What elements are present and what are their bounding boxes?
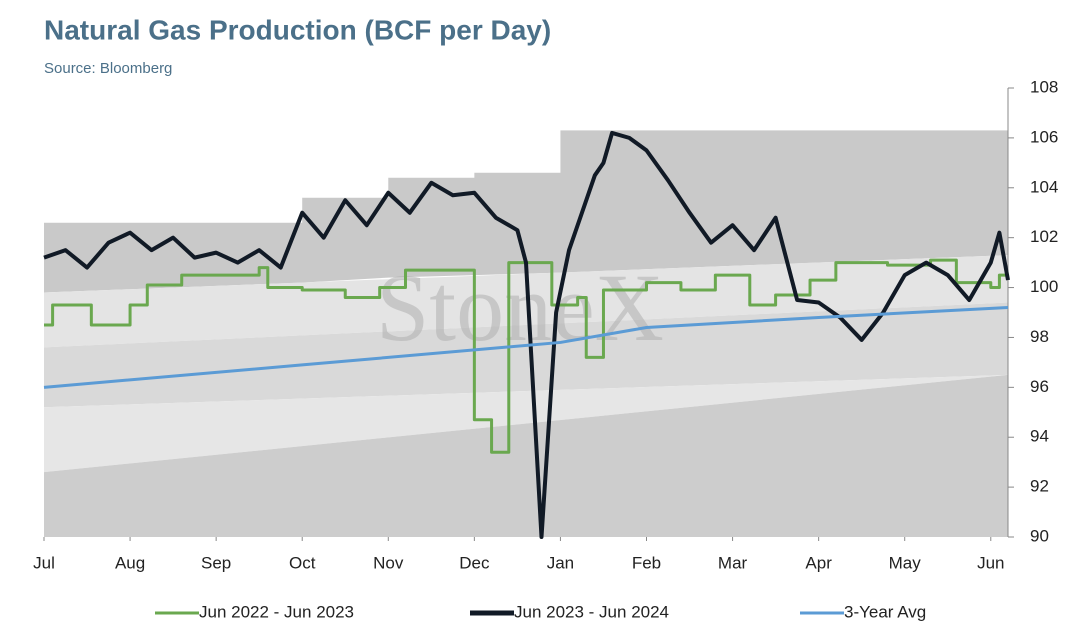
y-tick-label: 106: [1030, 127, 1058, 146]
y-tick-label: 102: [1030, 227, 1058, 246]
x-tick-label: Sep: [201, 553, 231, 572]
series-line: [43, 306, 1009, 389]
y-tick-label: 94: [1030, 427, 1049, 446]
x-tick-label: Jun: [977, 553, 1004, 572]
y-tick-label: 90: [1030, 526, 1049, 545]
chart-subtitle: Source: Bloomberg: [44, 60, 172, 77]
y-tick-label: 104: [1030, 177, 1058, 196]
range-band: [44, 255, 1008, 348]
y-tick-label: 108: [1030, 77, 1058, 96]
chart-title: Natural Gas Production (BCF per Day): [44, 14, 551, 45]
x-tick-label: Feb: [632, 553, 661, 572]
x-tick-label: Jul: [33, 553, 55, 572]
x-tick-label: Apr: [805, 553, 832, 572]
series-line: [43, 130, 1010, 539]
x-tick-label: Jan: [547, 553, 574, 572]
legend-label: 3-Year Avg: [844, 602, 926, 621]
legend-label: Jun 2023 - Jun 2024: [514, 602, 669, 621]
watermark: StoneX: [376, 254, 664, 361]
x-tick-label: Dec: [459, 553, 490, 572]
y-tick-label: 100: [1030, 277, 1058, 296]
y-tick-label: 98: [1030, 327, 1049, 346]
y-tick-label: 92: [1030, 477, 1049, 496]
legend-label: Jun 2022 - Jun 2023: [199, 602, 354, 621]
y-tick-label: 96: [1030, 377, 1049, 396]
range-band: [44, 302, 1008, 408]
x-tick-label: Mar: [718, 553, 748, 572]
series-line: [44, 258, 1008, 454]
x-tick-label: Nov: [373, 553, 404, 572]
x-tick-label: Oct: [289, 553, 316, 572]
x-tick-label: May: [889, 553, 922, 572]
range-band: [44, 374, 1008, 537]
x-tick-label: Aug: [115, 553, 145, 572]
